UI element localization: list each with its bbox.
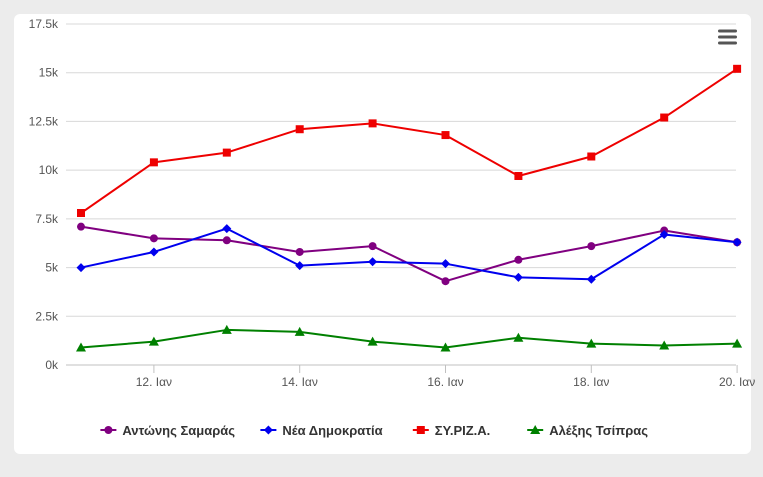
menu-bar [718, 29, 737, 33]
data-point [513, 332, 524, 342]
x-tick-label: 18. Ιαν [573, 375, 609, 389]
data-point [149, 158, 158, 167]
data-point [221, 324, 232, 334]
legend-item-label[interactable]: Αλέξης Τσίπρας [549, 423, 648, 438]
data-point [222, 236, 231, 245]
legend-marker [263, 425, 273, 435]
chart-container [14, 14, 751, 454]
x-tick-label: 12. Ιαν [136, 375, 172, 389]
data-point [294, 326, 305, 336]
data-point [586, 338, 597, 348]
data-point [587, 152, 596, 161]
data-point [660, 113, 669, 122]
data-point [222, 148, 231, 157]
y-tick-label: 15k [39, 66, 59, 80]
data-point [514, 255, 523, 264]
data-point [513, 272, 523, 282]
data-point [659, 229, 669, 239]
data-point [148, 336, 159, 346]
data-point [732, 237, 742, 247]
data-point [441, 131, 450, 140]
data-point [733, 64, 742, 73]
legend-item-label[interactable]: Αντώνης Σαμαράς [122, 423, 235, 438]
data-point [587, 242, 596, 251]
data-point [76, 342, 86, 352]
data-point [514, 171, 523, 180]
y-tick-label: 2.5k [35, 309, 59, 323]
data-point [367, 336, 378, 346]
hamburger-menu-icon[interactable] [718, 29, 737, 45]
series-line-4 [80, 328, 738, 349]
y-tick-label: 7.5k [35, 212, 59, 226]
data-point [149, 234, 158, 243]
y-tick-label: 0k [45, 358, 59, 372]
x-tick-label: 14. Ιαν [282, 375, 318, 389]
legend-item-label[interactable]: Νέα Δημοκρατία [282, 423, 382, 438]
menu-bar [718, 35, 737, 39]
data-point [368, 242, 377, 251]
menu-bar [718, 41, 737, 45]
x-tick-label: 20. Ιαν [719, 375, 755, 389]
data-point [441, 259, 450, 269]
y-tick-label: 5k [45, 261, 59, 275]
series-line-3 [80, 67, 738, 214]
legend-marker [416, 426, 425, 434]
data-point [732, 338, 743, 348]
data-point [441, 277, 450, 286]
series-line-2 [80, 227, 738, 281]
data-point [295, 125, 304, 134]
data-point [149, 247, 159, 257]
data-point [586, 274, 596, 284]
data-point [77, 222, 85, 231]
x-tick-label: 16. Ιαν [427, 375, 463, 389]
data-point [77, 209, 85, 218]
legend-marker [104, 426, 113, 434]
data-point [440, 342, 451, 352]
y-tick-label: 17.5k [29, 17, 59, 31]
data-point [76, 263, 86, 273]
data-point [295, 247, 304, 256]
data-point [659, 340, 670, 350]
legend-item-label[interactable]: ΣΥ.ΡΙΖ.Α. [435, 423, 491, 438]
data-point [368, 257, 378, 267]
series-line-1 [80, 225, 738, 283]
y-tick-label: 12.5k [29, 114, 59, 128]
y-tick-label: 10k [39, 163, 59, 177]
data-point [222, 224, 232, 234]
data-point [295, 261, 305, 271]
data-point [368, 119, 377, 128]
legend-marker [530, 425, 541, 434]
